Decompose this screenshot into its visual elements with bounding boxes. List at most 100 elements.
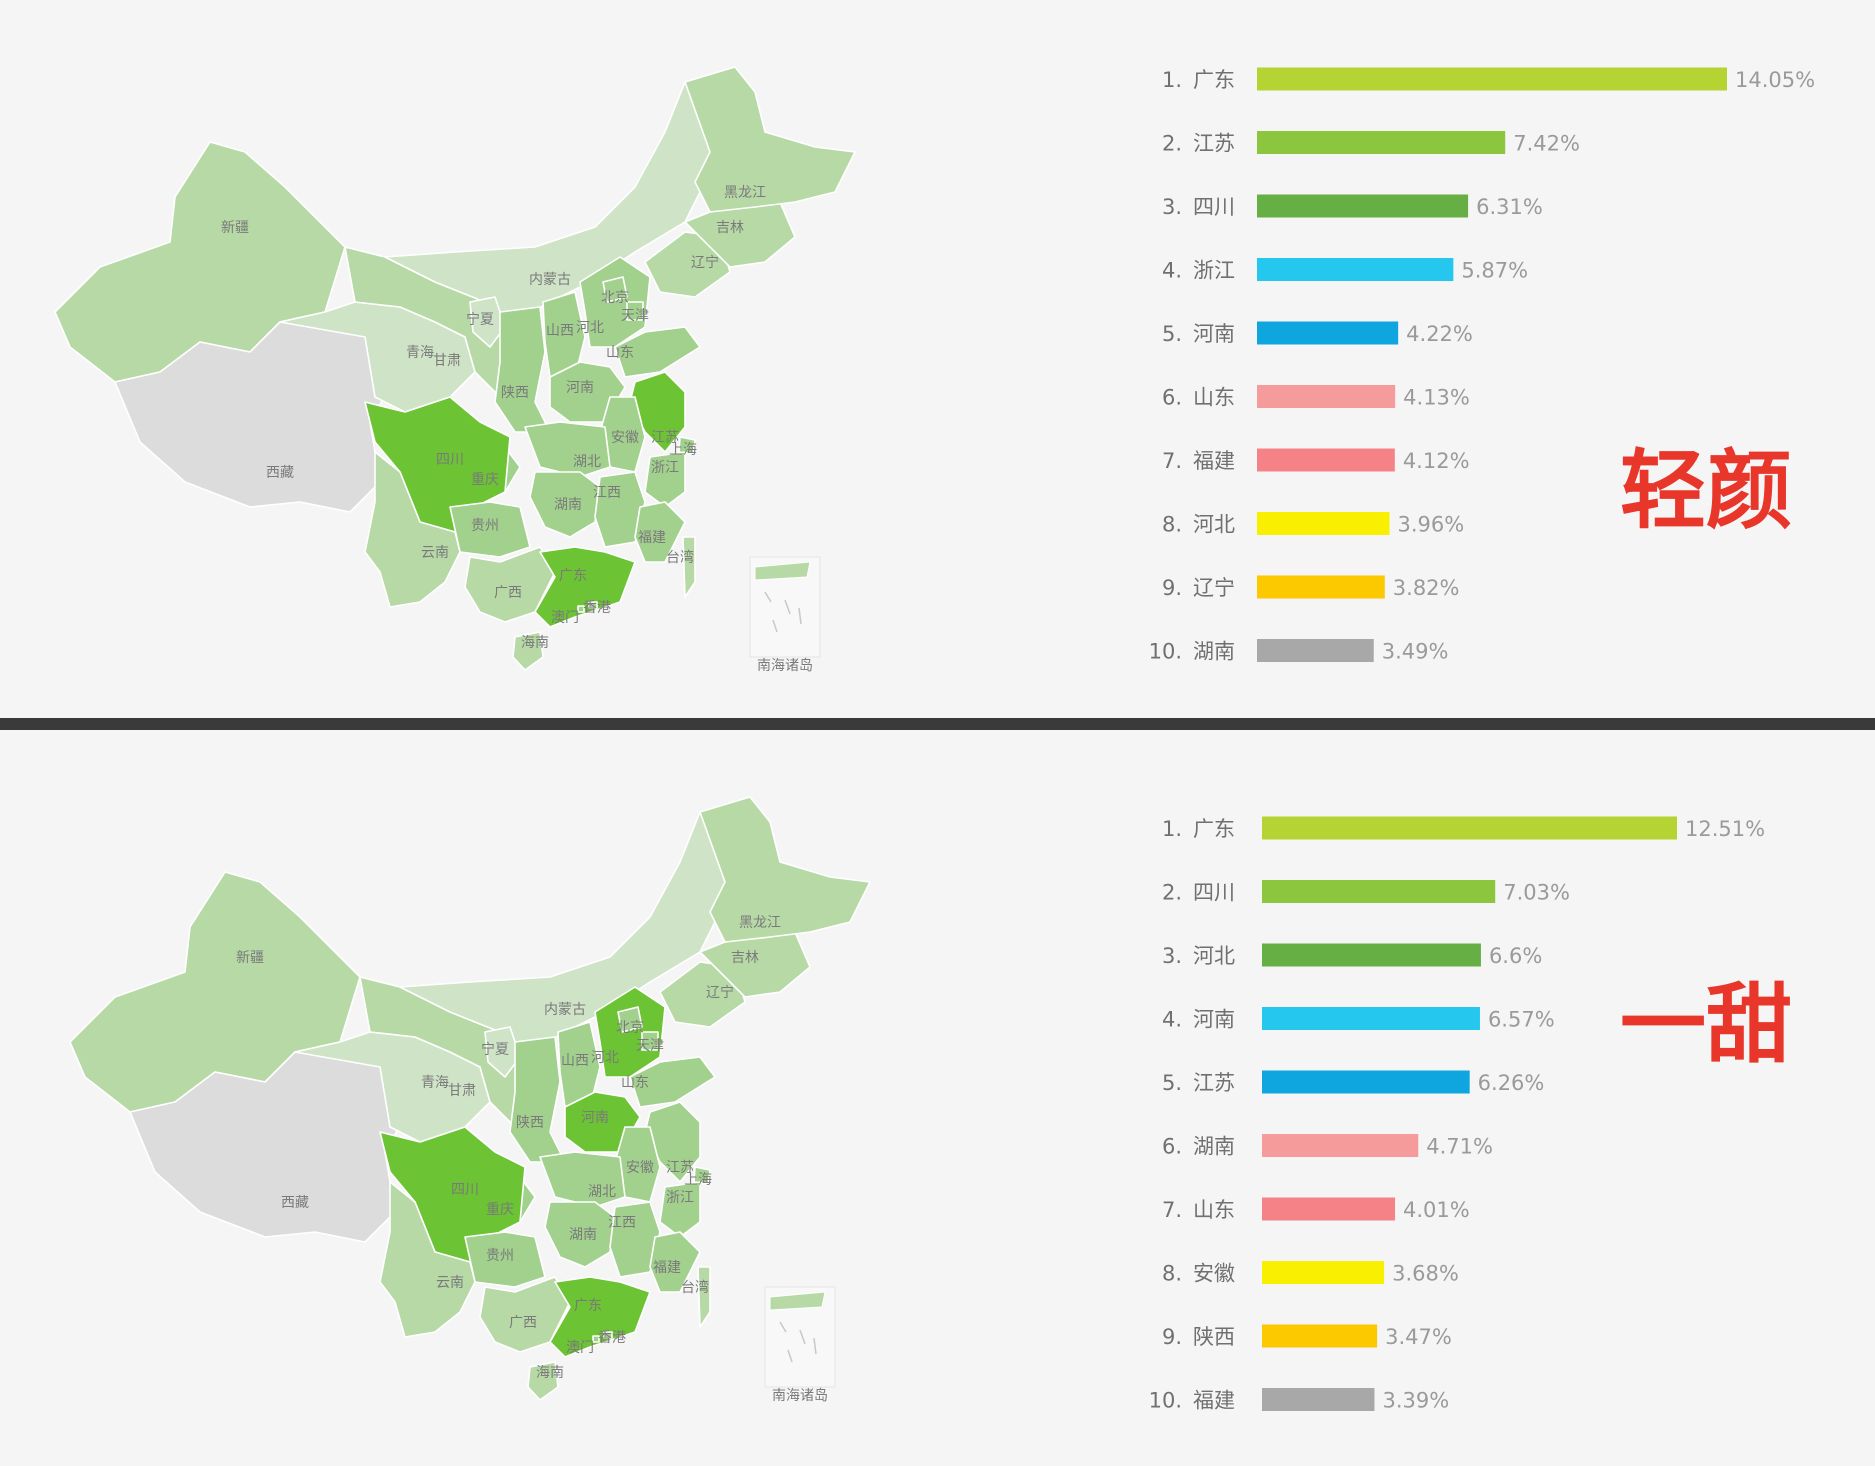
qingyan-region-label: 河北 xyxy=(576,320,604,336)
qingyan-region-label: 天津 xyxy=(621,308,649,324)
qingyan-nanhai-inset xyxy=(749,556,821,658)
qingyan-region xyxy=(469,296,506,348)
qingyan-region-label: 黑龙江 xyxy=(724,185,766,201)
qingyan-region-label: 澳门 xyxy=(551,610,579,626)
qingyan-region xyxy=(364,396,511,533)
yitian-region-label: 重庆 xyxy=(486,1202,514,1218)
qingyan-region-label: 甘肃 xyxy=(433,353,461,369)
yitian-region-label: 河南 xyxy=(581,1110,609,1126)
qingyan-region-label: 西藏 xyxy=(266,465,294,481)
yitian-region-label: 湖北 xyxy=(588,1184,616,1200)
qingyan-value-label: 4.22% xyxy=(1406,322,1473,346)
yitian-value-label: 3.47% xyxy=(1385,1325,1452,1349)
yitian-value-label: 4.01% xyxy=(1403,1198,1470,1222)
qingyan-region xyxy=(577,605,585,613)
qingyan-region-label: 四川 xyxy=(436,452,464,468)
yitian-bar xyxy=(1262,1134,1419,1157)
qingyan-province-label: 福建 xyxy=(1193,449,1235,473)
qingyan-rank-label: 10. xyxy=(1149,640,1182,664)
qingyan-rank-label: 7. xyxy=(1162,449,1182,473)
qingyan-region-label: 云南 xyxy=(421,545,449,561)
qingyan-value-label: 3.82% xyxy=(1393,576,1460,600)
qingyan-region xyxy=(602,276,628,303)
qingyan-rank-label: 9. xyxy=(1162,576,1182,600)
qingyan-value-label: 5.87% xyxy=(1461,259,1528,283)
qingyan-bar xyxy=(1257,385,1396,408)
qingyan-region xyxy=(512,631,544,671)
qingyan-region xyxy=(684,66,856,213)
yitian-region-label: 吉林 xyxy=(731,950,759,966)
yitian-region-label: 新疆 xyxy=(236,950,264,966)
yitian-region xyxy=(693,1166,711,1185)
qingyan-province-label: 河南 xyxy=(1193,322,1235,346)
yitian-rank-label: 1. xyxy=(1162,817,1182,841)
yitian-rank-label: 6. xyxy=(1162,1135,1182,1159)
qingyan-bars: 1. 广东 14.05% 2. 江苏 7.42% 3. 四川 6.31% 4. 浙江 5.87% 5. 河… xyxy=(1149,67,1815,664)
yitian-rank-label: 2. xyxy=(1162,881,1182,905)
yitian-region xyxy=(649,1231,701,1293)
yitian-bar xyxy=(1262,1197,1396,1221)
yitian-province-label: 湖南 xyxy=(1193,1135,1235,1159)
yitian-region-label: 广东 xyxy=(574,1298,602,1314)
qingyan-region-label: 湖北 xyxy=(573,454,601,470)
yitian-region-label: 北京 xyxy=(616,1020,644,1036)
yitian-value-label: 3.68% xyxy=(1392,1262,1459,1286)
yitian-region xyxy=(539,1151,626,1208)
qingyan-nanhai-label: 南海诸岛 xyxy=(757,658,813,674)
yitian-region xyxy=(594,986,666,1078)
yitian-region-label: 辽宁 xyxy=(706,984,734,1001)
qingyan-region xyxy=(644,451,686,508)
yitian-region-label: 江西 xyxy=(608,1215,636,1231)
qingyan-province-label: 四川 xyxy=(1193,195,1235,219)
qingyan-rank-label: 2. xyxy=(1162,132,1182,156)
qingyan-region xyxy=(634,501,686,563)
qingyan-rank-label: 8. xyxy=(1162,513,1182,537)
yitian-value-label: 6.57% xyxy=(1488,1008,1555,1032)
yitian-province-label: 福建 xyxy=(1193,1389,1235,1413)
qingyan-region xyxy=(594,471,646,548)
yitian-region-label: 香港 xyxy=(598,1330,626,1346)
yitian-province-label: 江苏 xyxy=(1193,1071,1235,1095)
chart-title-qingyan: 轻颜 xyxy=(1620,441,1792,541)
yitian-value-label: 6.26% xyxy=(1478,1071,1545,1095)
yitian-region-label: 山东 xyxy=(621,1075,649,1091)
yitian-region-label: 甘肃 xyxy=(448,1083,476,1099)
qingyan-region-label: 江苏 xyxy=(651,430,679,446)
qingyan-rank-label: 6. xyxy=(1162,386,1182,410)
yitian-region xyxy=(509,1036,566,1163)
yitian-province-label: 陕西 xyxy=(1193,1325,1235,1349)
yitian-region-label: 浙江 xyxy=(666,1190,694,1206)
yitian-bar xyxy=(1262,816,1677,840)
qingyan-region-label: 江西 xyxy=(593,485,621,501)
yitian-bars: 1. 广东 12.51% 2. 四川 7.03% 3. 河北 6.6% 4. 河南 6.57% 5. 江苏… xyxy=(1149,816,1765,1413)
yitian-value-label: 3.39% xyxy=(1382,1389,1449,1413)
qingyan-region-label: 内蒙古 xyxy=(529,272,571,288)
qingyan-region xyxy=(626,301,644,321)
qingyan-bar xyxy=(1257,131,1506,154)
qingyan-region xyxy=(588,601,598,609)
yitian-rank-label: 9. xyxy=(1162,1325,1182,1349)
yitian-rank-label: 5. xyxy=(1162,1071,1182,1095)
qingyan-province-label: 浙江 xyxy=(1193,259,1235,283)
qingyan-region-label: 重庆 xyxy=(471,472,499,488)
yitian-region xyxy=(659,1181,701,1238)
yitian-value-label: 4.71% xyxy=(1426,1135,1493,1159)
yitian-region xyxy=(609,1201,661,1278)
yitian-province-label: 四川 xyxy=(1193,881,1235,905)
qingyan-value-label: 4.13% xyxy=(1403,386,1470,410)
qingyan-region-label: 香港 xyxy=(583,600,611,616)
qingyan-province-label: 山东 xyxy=(1193,386,1235,410)
qingyan-bar xyxy=(1257,448,1395,472)
yitian-region-label: 青海 xyxy=(421,1075,449,1091)
yitian-region xyxy=(617,1006,643,1033)
qingyan-region xyxy=(524,421,611,478)
qingyan-region xyxy=(644,231,731,298)
qingyan-region-label: 陕西 xyxy=(501,385,529,401)
yitian-nanhai-label: 南海诸岛 xyxy=(772,1388,828,1404)
qingyan-region-label: 广西 xyxy=(494,585,522,601)
yitian-region-label: 西藏 xyxy=(281,1195,309,1211)
qingyan-region-label: 宁夏 xyxy=(466,311,494,328)
